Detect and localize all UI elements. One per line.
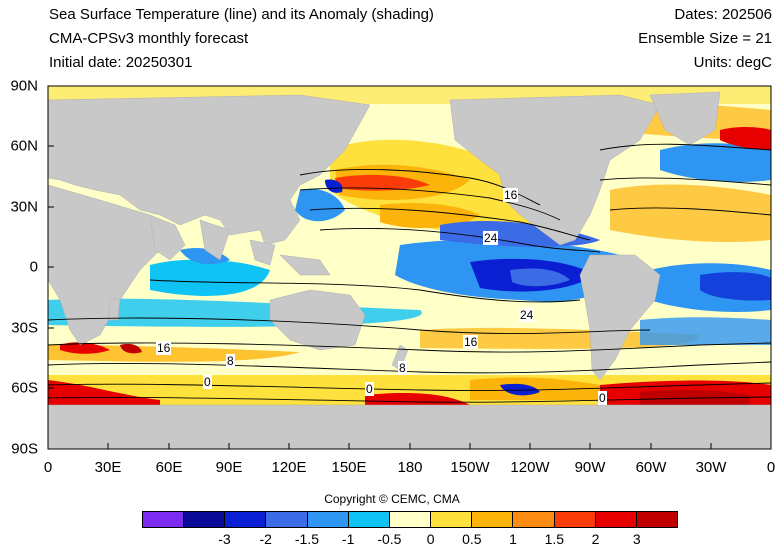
x-tick-label: 60W [635,459,667,476]
x-tick-label: 30E [94,459,122,476]
north-america [449,94,661,246]
y-tick-label: 0 [29,258,38,276]
colorbar-label: -1.5 [294,531,319,547]
y-tick-label: 60N [10,137,38,155]
colorbar-label: 3 [632,531,641,547]
copyright-text: Copyright © CEMC, CMA [324,492,460,506]
colorbar-swatch [636,512,678,527]
x-tick-label: 0 [766,459,776,476]
contour-label: 24 [483,231,499,245]
colorbar-label: -1 [341,531,355,547]
x-tick-label: 60E [155,459,183,476]
colorbar-label: 2 [591,531,600,547]
south-america [579,254,661,381]
colorbar-swatch [472,512,514,527]
map-field [48,86,771,449]
colorbar-swatch [307,512,349,527]
y-tick-label: 30S [11,319,38,337]
x-tick-label: 30W [695,459,727,476]
sst-contours [48,143,771,403]
contour-label: 16 [156,341,172,355]
colorbar [142,511,678,528]
y-tick-label: 30N [10,198,38,216]
australia [269,289,366,351]
colorbar-label: 0 [426,531,435,547]
colorbar-swatch [184,512,226,527]
contour-label: 0 [365,382,374,396]
contour-label: 16 [503,188,519,202]
india [199,219,231,261]
colorbar-swatch [143,512,185,527]
x-tick-label: 150W [450,459,490,476]
map-title: Sea Surface Temperature (line) and its A… [49,6,434,23]
colorbar-label: -3 [218,531,231,547]
x-tick-label: 90W [574,459,606,476]
colorbar-label: 0.5 [462,531,482,547]
colorbar-label: 1.5 [544,531,565,547]
contour-label: 16 [463,335,479,349]
colorbar-swatch [431,512,473,527]
contour-label: 8 [226,354,235,368]
contour-label: 0 [203,375,212,389]
colorbar-label: -0.5 [377,531,402,547]
contour-label: 8 [398,361,407,375]
colorbar-swatch [389,512,432,527]
greenland [649,91,721,146]
x-tick-label: 0 [43,459,53,476]
colorbar-swatch [595,512,637,527]
contour-label: 0 [598,391,607,405]
colorbar-swatch [266,512,308,527]
x-tick-label: 120E [271,459,307,476]
y-tick-label: 90S [11,440,38,458]
y-tick-label: 60S [11,379,38,397]
colorbar-label: -2 [259,531,272,547]
x-tick-label: 150E [331,459,367,476]
antarctica [48,404,771,449]
x-tick-label: 180 [397,459,423,476]
colorbar-swatch [554,512,596,527]
land [48,91,771,449]
y-tick-label: 90N [10,77,38,95]
model-name: CMA-CPSv3 monthly forecast [49,30,249,47]
colorbar-swatch [225,512,267,527]
initial-date: Initial date: 20250301 [49,54,193,71]
x-tick-label: 120W [510,459,550,476]
ensemble-size: Ensemble Size = 21 [638,30,772,47]
contour-label: 24 [519,308,535,322]
units-label: Units: degC [693,54,772,71]
colorbar-label: 1 [509,531,517,547]
colorbar-swatch [513,512,555,527]
eurasia [48,94,371,246]
tick-marks [47,85,772,450]
colorbar-swatch [348,512,390,527]
x-tick-label: 90E [215,459,243,476]
forecast-dates: Dates: 202506 [674,6,772,23]
